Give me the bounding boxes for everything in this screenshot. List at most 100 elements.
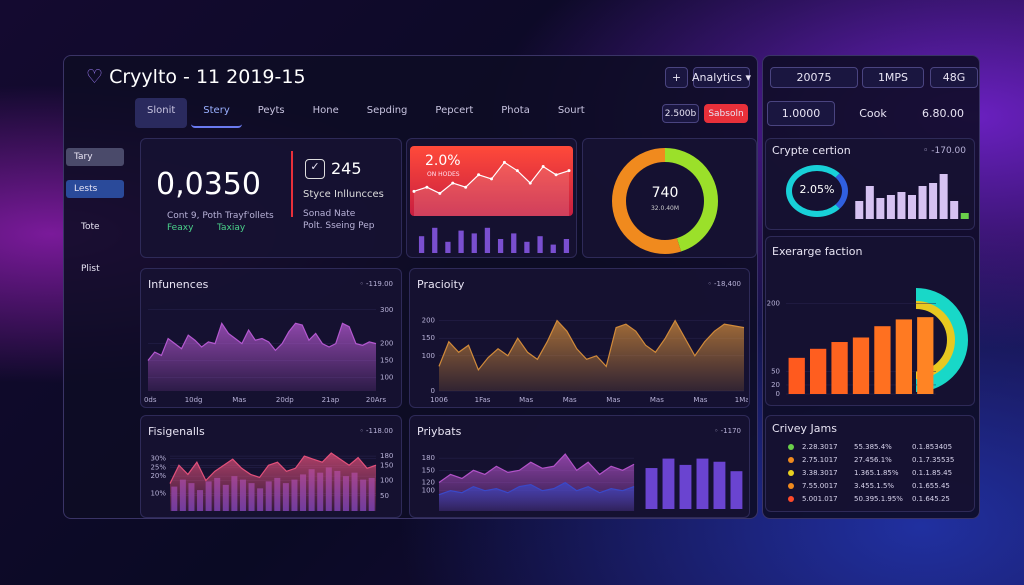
area-fill	[439, 482, 635, 511]
x-tick-label: 20dp	[276, 396, 294, 404]
spark-bg	[410, 146, 573, 216]
y-tick-label: 100	[422, 487, 435, 495]
area-fill	[148, 323, 376, 391]
nav-tab[interactable]: Sourt	[557, 105, 585, 116]
spark-point	[412, 189, 416, 193]
table-row: 3.38.3017 1.365.1.85% 0.1.1.85.45	[788, 466, 973, 479]
badge-text: -118.00	[365, 427, 393, 435]
spark-area	[414, 162, 569, 216]
spark-sub: ON HODES	[427, 171, 460, 178]
bar	[918, 186, 927, 219]
chip[interactable]: 20075	[770, 67, 858, 88]
exchange-title: Exerarge faction	[772, 245, 863, 258]
table-cell: 5.001.017	[802, 494, 838, 503]
spark-bar	[563, 239, 570, 253]
panel-bars	[645, 458, 743, 509]
spark-bar	[471, 233, 477, 253]
bar	[929, 183, 938, 219]
y-tick-label: 180	[380, 452, 393, 460]
sidebar-item[interactable]: Tote	[81, 222, 100, 232]
chip[interactable]: 1.0000	[767, 101, 835, 126]
nav-tab[interactable]: Sepding	[366, 105, 408, 116]
bar	[939, 174, 948, 219]
table-cell: 27.456.1%	[854, 455, 892, 464]
nav-tab[interactable]: Pepcert	[435, 105, 474, 116]
x-tick-label: Mas	[232, 396, 246, 404]
y-tick-label: 300	[380, 306, 393, 314]
spark-bar	[511, 233, 517, 253]
area-fill	[439, 320, 744, 391]
bar	[917, 317, 934, 394]
bar	[810, 348, 827, 394]
crypte-card: Crypte certion ◦ -170.00 2.05%	[765, 138, 975, 230]
kpi-tag: Feaxy	[167, 223, 194, 233]
y-tick-label: 50	[380, 492, 389, 500]
chip[interactable]: 1MPS	[862, 67, 924, 88]
panel: Priybats ◦ -1170 100 120 150 180	[409, 415, 750, 518]
sidebar-item[interactable]: Plist	[81, 264, 100, 274]
table-row: 2.75.1017 27.456.1% 0.1.7.35535	[788, 453, 973, 466]
spark-point	[528, 181, 532, 185]
sidebar-item[interactable]: Lests	[66, 180, 124, 198]
nav-tab[interactable]: Peyts	[257, 105, 285, 116]
nav-tab[interactable]: Phota	[501, 105, 530, 116]
x-tick-label: 10ds	[144, 396, 157, 404]
y-tick-label: 180	[422, 454, 435, 462]
table-cell: 1.365.1.85%	[854, 468, 899, 477]
x-tick-label: 20Ars	[366, 396, 387, 404]
spark-bar	[497, 239, 504, 253]
menu-button[interactable]: Analytics ▾	[692, 67, 751, 88]
panel-badge: ◦ -18,400	[707, 280, 741, 288]
table: 2.28.3017 55.385.4% 0.1.853405 2.75.1017 27.…	[788, 440, 973, 505]
chip[interactable]: 6.80.00	[922, 107, 964, 120]
kpi-caption: Cont 9, Poth Trayf'ollets	[167, 211, 274, 221]
nav-tab[interactable]: Slonit	[135, 98, 188, 128]
panel-badge: ◦ -1170	[714, 427, 741, 435]
bar	[679, 464, 692, 509]
table-cell: 7.55.0017	[802, 481, 838, 490]
table-cell: 2.28.3017	[802, 442, 838, 451]
bar	[895, 319, 912, 394]
chip[interactable]: 48G	[930, 67, 978, 88]
sidebar-item[interactable]: Tary	[66, 148, 124, 166]
nav-tab[interactable]: Hone	[312, 105, 339, 116]
badge-text: -170.00	[931, 146, 966, 156]
kpi-value: 0,0350	[156, 167, 261, 202]
spark-point	[502, 160, 506, 164]
add-button[interactable]: +	[665, 67, 688, 88]
panel-badge: ◦ -118.00	[359, 427, 393, 435]
chip[interactable]: Cook	[859, 107, 887, 120]
spark-card: 2.0% ON HODES	[406, 138, 577, 258]
crypte-bars	[855, 174, 969, 219]
nav-value[interactable]: 2.500b	[662, 104, 699, 123]
y-tick-label: 25%	[150, 463, 166, 471]
x-tick-label: Mas	[563, 396, 577, 404]
kpi-count: 245	[331, 159, 362, 178]
x-tick-label: 1Mas	[735, 396, 748, 404]
table-cell: 0.1.645.25	[912, 494, 950, 503]
x-tick-label: 1006	[430, 396, 448, 404]
y-tick-label: 200	[422, 317, 435, 325]
title: ♡ Cryylto - 11 2019-15	[86, 66, 306, 88]
y-tick-label: 0	[431, 387, 435, 395]
row-dot	[788, 495, 794, 502]
nav-tab[interactable]: Stery	[191, 98, 242, 128]
panel-title: Priybats	[417, 425, 462, 438]
bar	[950, 201, 959, 219]
spark-point	[554, 173, 558, 177]
spark-bar	[432, 227, 438, 253]
bar	[897, 192, 906, 219]
spark-point	[438, 191, 442, 195]
donut-card: 740 32.0.40M	[582, 138, 757, 258]
y-tick-label: 100	[422, 352, 435, 360]
spark-point	[567, 169, 571, 173]
bar	[713, 461, 726, 509]
badge-text: -18,400	[713, 280, 741, 288]
y-tick-label: 200	[380, 340, 393, 348]
nav-action[interactable]: Sabsoln	[704, 104, 748, 123]
row-dot	[788, 443, 794, 450]
spark-bars	[418, 227, 570, 253]
menu-label: Analytics	[692, 71, 742, 84]
